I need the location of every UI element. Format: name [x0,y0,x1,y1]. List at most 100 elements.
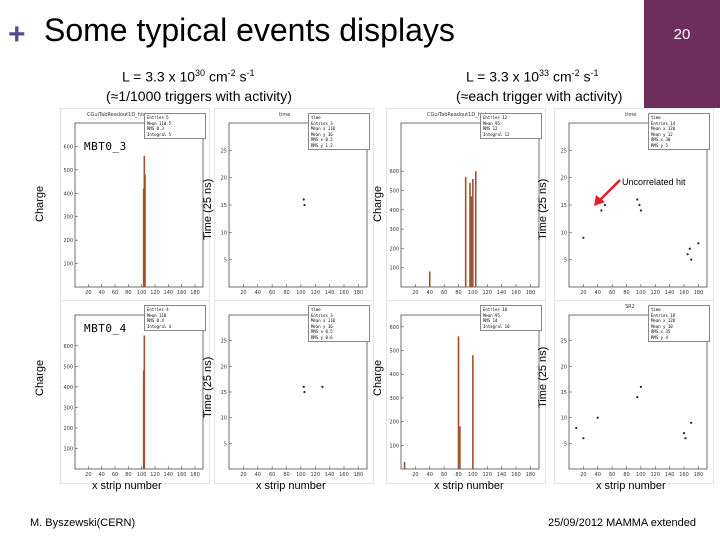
x-tick-label: 100 [468,290,478,296]
y-tick-label: 15 [561,203,567,209]
x-strip-label: x strip number [434,480,504,492]
y-tick-label: 15 [221,390,227,396]
stats-box: Entries 4 Mean 110 RMS 0.4 Integral 4 [144,305,206,331]
x-tick-label: 100 [137,290,147,296]
histogram-title: CGuiTabReadout1D_hist [427,112,487,118]
y-tick-label: 20 [561,176,567,182]
x-strip-label: x strip number [92,480,162,492]
x-tick-label: 120 [310,290,320,296]
x-tick-label: 100 [636,290,646,296]
y-tick-label: 300 [389,396,399,402]
panel-mbt04-charge-high-lumi: 20 40 60 80 100 120 140 160 180 600 500 400 300 200 10… [386,300,546,484]
y-tick-label: 100 [63,446,73,452]
x-tick-label: 60 [269,472,275,478]
y-tick-label: 20 [221,176,227,182]
histogram-bar [144,174,146,287]
y-tick-label: 25 [221,339,227,345]
histogram-bar [472,178,474,287]
histogram-bar [469,182,471,287]
stats-box: Entries 12 Mean 95 RMS 12 Integral 12 [480,113,542,139]
x-tick-label: 80 [455,290,461,296]
histogram-bar [428,271,431,287]
x-tick-label: 120 [310,472,320,478]
chart-canvas: 20 40 60 80 100 120 140 160 18060050040030020010… [389,314,540,478]
x-tick-label: 120 [482,290,492,296]
histogram-title: time [279,112,291,118]
time-axis-label: Time (25 ns) [202,356,214,418]
time-axis-label: Time (25 ns) [537,346,549,408]
histogram-bar [470,196,473,287]
x-tick-label: 100 [468,472,478,478]
y-tick-label: 5 [224,258,227,264]
chart-canvas: 20 40 60 80 100 120 140 160 18060050040030020010… [63,314,204,478]
chart-canvas: 20 40 60 80 100 120 140 160 18060050040030020010… [63,122,204,296]
plot-frame [74,314,204,470]
charge-axis-label: Charge [34,359,46,396]
x-tick-label: 180 [526,472,536,478]
x-tick-label: 40 [98,290,104,296]
x-tick-label: 40 [595,290,601,296]
panel-mbt03-time-high-lumi: 20 40 60 80 100 120 140 160 180 25 20 15 10 5 time ti… [554,108,714,302]
x-tick-label: 20 [240,472,246,478]
x-tick-label: 160 [339,472,349,478]
x-tick-label: 60 [112,290,118,296]
stats-box: time Entries 18 Mean x 120 Mean y 10 RMS x 3… [648,305,710,342]
y-tick-label: 300 [63,405,73,411]
chart-canvas: 20 40 60 80 100 120 140 160 180 25 20 15 10 5 [561,122,708,296]
y-tick-label: 10 [561,416,567,422]
x-tick-label: 140 [665,290,675,296]
x-tick-label: 120 [650,290,660,296]
plus-icon: + [8,18,26,51]
histogram-bar [403,461,406,469]
y-tick-label: 600 [63,144,73,150]
stats-box: time Entries 3 Mean x 110 Mean y 16 RMS x 0.… [308,305,370,342]
x-tick-label: 120 [650,472,660,478]
x-tick-label: 60 [112,472,118,478]
y-tick-label: 600 [389,169,399,175]
histogram-title: CGuiTabReadout1D_hist [87,112,147,118]
y-tick-label: 400 [63,191,73,197]
y-tick-label: 5 [564,258,567,264]
chart-canvas: 20 40 60 80 100 120 140 160 18060050040030020010… [389,122,540,296]
x-tick-label: 40 [255,472,261,478]
x-tick-label: 40 [427,472,433,478]
x-tick-label: 180 [694,290,704,296]
scatter-point [690,421,693,424]
y-tick-label: 400 [389,372,399,378]
scatter-point [596,416,599,419]
x-tick-label: 20 [580,472,586,478]
y-tick-label: 5 [564,441,567,447]
x-tick-label: 120 [150,472,160,478]
left-luminosity: L = 3.3 x 1030 cm-2 s-1 [122,68,255,85]
scatter-point [639,209,642,212]
stats-box: time Entries 3 Mean x 110 Mean y 16 RMS x 0.… [308,113,370,150]
mbt04-label: MBT0_4 [84,322,127,335]
y-tick-label: 600 [63,344,73,350]
x-tick-label: 80 [283,472,289,478]
y-tick-label: 500 [63,168,73,174]
x-tick-label: 80 [623,472,629,478]
y-tick-label: 20 [561,364,567,370]
y-tick-label: 10 [561,230,567,236]
x-tick-label: 140 [325,472,335,478]
x-tick-label: 120 [482,472,492,478]
x-tick-label: 180 [190,472,200,478]
scatter-point [688,247,691,250]
x-tick-label: 140 [665,472,675,478]
panel-mbt03-time-low-lumi: 20 40 60 80 100 120 140 160 180 25 20 15 10 5 time ti… [214,108,374,302]
stats-box: Entries 5 Mean 110.5 RMS 0.3 Integral 5 [144,113,206,139]
x-tick-label: 180 [190,290,200,296]
histogram-bar [459,426,461,469]
scatter-point [303,203,306,207]
y-tick-label: 25 [561,339,567,345]
x-tick-label: 100 [137,472,147,478]
y-tick-label: 10 [221,230,227,236]
y-tick-label: 20 [221,364,227,370]
charge-axis-label: Charge [34,185,46,222]
chart-canvas: 20 40 60 80 100 120 140 160 180 25 20 15 10 5 [221,314,368,478]
y-tick-label: 15 [221,203,227,209]
x-tick-label: 180 [354,472,364,478]
histogram-bar [464,177,467,287]
time-axis-label: Time (25 ns) [537,178,549,240]
footer-date: 25/09/2012 MAMMA extended [548,517,696,529]
